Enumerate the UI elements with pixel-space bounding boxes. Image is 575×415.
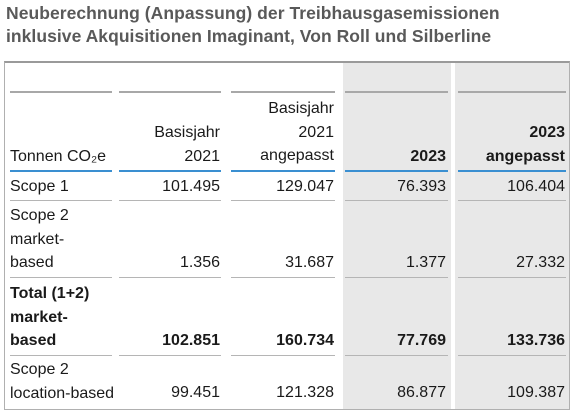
cell-value: 1.377 (405, 254, 446, 271)
row-label-total-market-based: Total (1+2) market-based (10, 285, 90, 349)
row-divider (10, 200, 112, 201)
cell-value: 99.451 (171, 384, 220, 401)
header-blue-rule (10, 170, 112, 172)
cell-value: 76.393 (397, 178, 446, 195)
col-header-basisjahr-2021: Basisjahr 2021 (154, 124, 220, 165)
cell-value: 31.687 (285, 254, 334, 271)
cell-value: 77.769 (397, 332, 446, 349)
highlight-column-2023 (343, 63, 451, 409)
table-frame (4, 61, 570, 410)
col-header-2023: 2023 (410, 148, 446, 165)
cell-value: 106.404 (507, 178, 565, 195)
row-divider (10, 277, 112, 278)
cell-value: 160.734 (276, 332, 334, 349)
row-label-scope-1: Scope 1 (10, 178, 69, 195)
row-label-scope-2-location-based: Scope 2 location-based (10, 361, 115, 402)
cell-value: 27.332 (516, 254, 565, 271)
table-title: Neuberechnung (Anpassung) der Treibhausg… (6, 3, 500, 46)
col-header-basisjahr-2021-angepasst: Basisjahr 2021 angepasst (260, 100, 334, 164)
row-divider (10, 355, 112, 356)
cell-value: 129.047 (276, 178, 334, 195)
cell-value: 1.356 (179, 254, 220, 271)
header-top-rule (10, 91, 112, 93)
cell-value: 121.328 (276, 384, 334, 401)
cell-value: 101.495 (162, 178, 220, 195)
highlight-column-2023-angepasst (455, 63, 569, 409)
cell-value: 133.736 (507, 332, 565, 349)
row-label-scope-2-market-based: Scope 2 market-based (10, 207, 69, 271)
col-header-2023-angepasst: 2023 angepasst (485, 124, 565, 165)
cell-value: 109.387 (507, 384, 565, 401)
cell-value: 86.877 (397, 384, 446, 401)
unit-header: Tonnen CO₂e (10, 148, 107, 165)
cell-value: 102.851 (162, 332, 220, 349)
